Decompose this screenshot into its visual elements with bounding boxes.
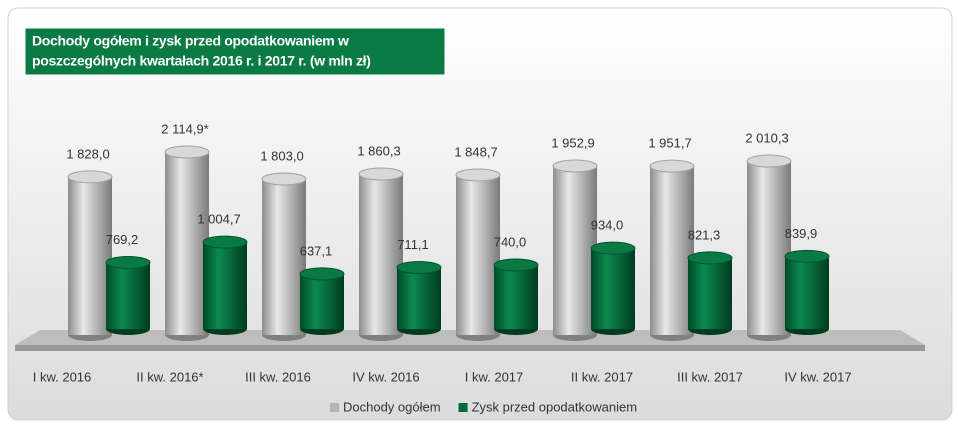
value-label: 1 951,7	[648, 136, 691, 151]
value-label: 1 860,3	[357, 143, 400, 158]
value-label: 637,1	[300, 243, 333, 258]
cylinder-top	[552, 159, 598, 173]
cylinder-top	[202, 235, 248, 249]
cylinder-top	[687, 251, 733, 265]
value-label: 1 803,0	[260, 148, 303, 163]
value-label: 839,9	[785, 226, 818, 241]
cylinder-top	[67, 170, 113, 184]
legend-label: Dochody ogółem	[343, 399, 441, 414]
x-tick-label: II kw. 2017	[571, 369, 633, 384]
x-tick-label: I kw. 2017	[465, 369, 524, 384]
value-label: 2 114,9*	[161, 121, 208, 136]
cylinder-top	[455, 168, 501, 182]
x-tick-label: IV kw. 2016	[352, 369, 419, 384]
cylinder-top	[358, 167, 404, 181]
cylinder-top	[493, 258, 539, 272]
bar	[262, 178, 306, 335]
x-tick-label: III kw. 2017	[677, 369, 743, 384]
value-label: 769,2	[106, 232, 139, 247]
bar	[397, 267, 441, 329]
chart-title: poszczególnych kwartałach 2016 r. i 2017…	[32, 53, 371, 69]
value-label: 711,1	[397, 237, 429, 252]
bar	[300, 273, 344, 329]
bar	[747, 161, 791, 335]
cylinder-top	[649, 159, 695, 173]
bar	[68, 176, 112, 335]
cylinder-top	[746, 154, 792, 168]
value-label: 1 952,9	[551, 135, 594, 150]
chart-title: Dochody ogółem i zysk przed opodatkowani…	[32, 33, 349, 49]
cylinder-top	[299, 267, 345, 281]
value-label: 1 828,0	[66, 146, 109, 161]
value-label: 1 004,7	[197, 212, 240, 227]
value-label: 1 848,7	[454, 144, 497, 159]
bar	[688, 257, 732, 329]
value-label: 740,0	[494, 234, 527, 249]
x-tick-label: I kw. 2016	[33, 369, 92, 384]
bar	[650, 166, 694, 335]
legend-swatch	[330, 403, 339, 412]
legend-swatch	[458, 403, 468, 412]
bar	[785, 256, 829, 329]
cylinder-top	[164, 145, 210, 159]
cylinder-top	[396, 260, 442, 274]
cylinder-top	[105, 255, 151, 269]
bar	[456, 175, 500, 335]
cylinder-top	[261, 172, 307, 186]
x-tick-label: II kw. 2016*	[136, 369, 203, 384]
x-tick-label: III kw. 2016	[245, 369, 311, 384]
floor-edge	[15, 345, 925, 351]
legend-label: Zysk przed opodatkowaniem	[472, 399, 637, 414]
bar	[591, 248, 635, 329]
cylinder-top	[784, 249, 830, 263]
value-label: 934,0	[591, 218, 624, 233]
bar	[494, 264, 538, 329]
cylinder-top	[590, 241, 636, 255]
bar	[359, 174, 403, 335]
value-label: 821,3	[688, 227, 721, 242]
x-tick-label: IV kw. 2017	[784, 369, 851, 384]
bar	[553, 166, 597, 335]
value-label: 2 010,3	[745, 130, 788, 145]
bar	[106, 262, 150, 329]
bar	[165, 152, 209, 335]
title-box	[24, 27, 446, 76]
bar	[203, 242, 247, 329]
